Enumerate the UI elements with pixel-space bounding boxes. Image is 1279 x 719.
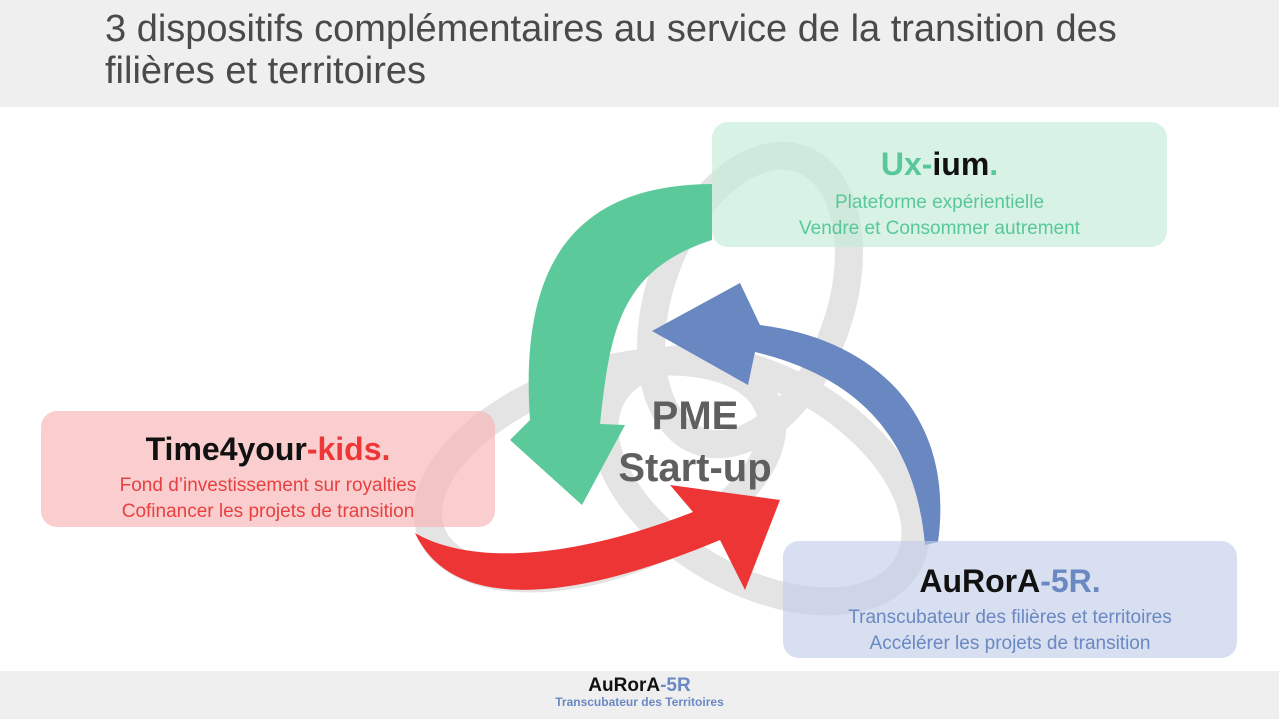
footer-logo-suffix: -5R (660, 675, 691, 696)
uxium-line-1: Plateforme expérientielle (834, 192, 1045, 213)
aurora-5r-box: AuRorA-5R. Transcubateur des filières et… (783, 541, 1237, 658)
center-line-2: Start-up (618, 446, 772, 490)
red-arrow (415, 485, 780, 590)
aurora-name-suffix: -5R (1040, 563, 1092, 599)
t4k-name-suffix: -kids (306, 431, 382, 467)
uxium-name-dot: . (989, 146, 999, 182)
time4your-kids-box: Time4your-kids. Fond d’investissement su… (41, 411, 495, 527)
aurora-line-1: Transcubateur des filières et territoire… (848, 607, 1172, 628)
footer-bar (0, 671, 1279, 719)
header-bar: 3 dispositifs complémentaires au service… (0, 0, 1279, 107)
aurora-name-dot: . (1091, 563, 1101, 599)
aurora-name: AuRorA-5R. (783, 563, 1237, 599)
center-line-1: PME (651, 394, 739, 438)
green-arrow (510, 184, 712, 505)
t4k-name-dot: . (381, 431, 391, 467)
uxium-name-prefix: Ux- (880, 146, 933, 182)
center-label: PME Start-up (590, 390, 800, 494)
page-title: 3 dispositifs complémentaires au service… (105, 8, 1117, 92)
uxium-name: Ux-ium. (712, 146, 1167, 182)
uxium-name-suffix: ium (932, 146, 990, 182)
aurora-name-prefix: AuRorA (919, 563, 1041, 599)
t4k-name-prefix: Time4your (145, 431, 307, 467)
aurora-line-2: Accélérer les projets de transition (869, 633, 1151, 654)
blue-arrow (652, 283, 941, 545)
footer-subtitle: Transcubateur des Territoires (555, 695, 724, 709)
t4k-name: Time4your-kids. (41, 431, 495, 467)
footer-logo-prefix: AuRorA (588, 675, 661, 696)
t4k-line-2: Cofinancer les projets de transition (121, 501, 415, 522)
t4k-line-1: Fond d’investissement sur royalties (119, 475, 417, 496)
uxium-line-2: Vendre et Consommer autrement (799, 218, 1080, 239)
uxium-box: Ux-ium. Plateforme expérientielle Vendre… (712, 122, 1167, 247)
footer-logo: AuRorA-5R (0, 676, 1279, 696)
